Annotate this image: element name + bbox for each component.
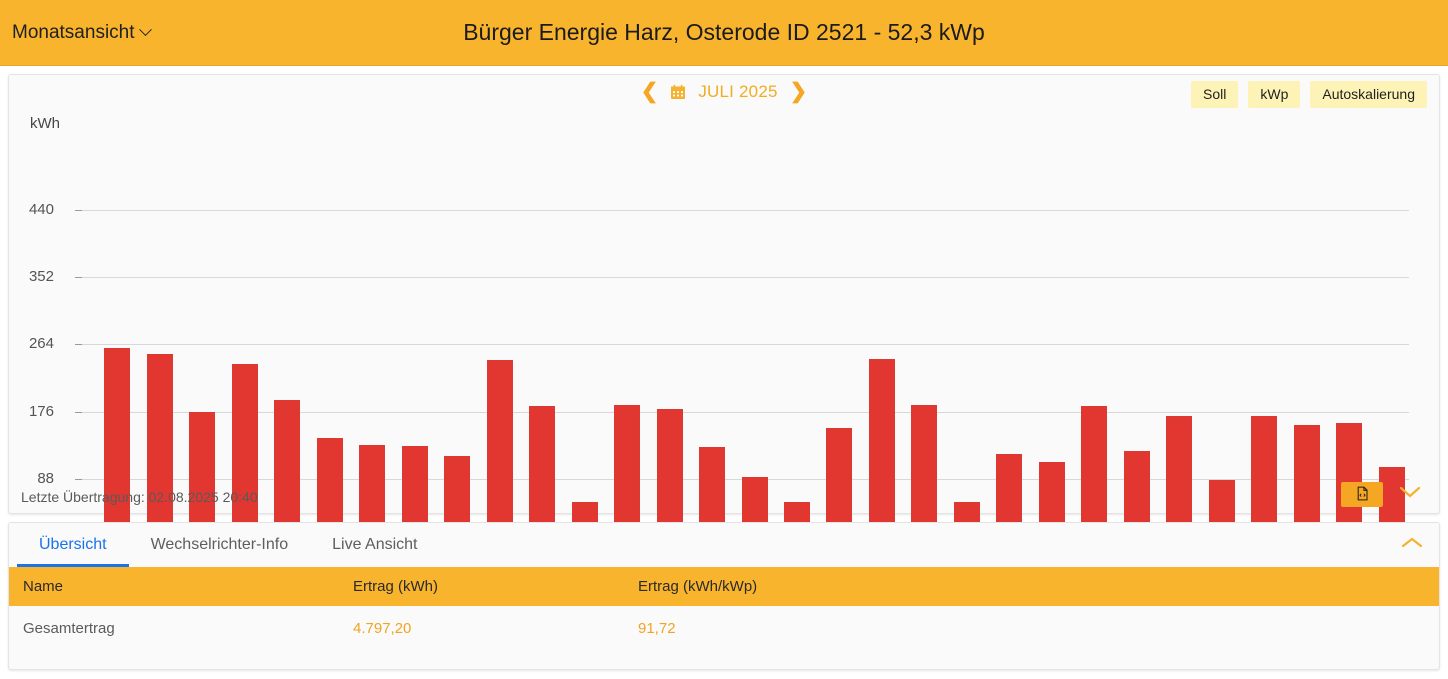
chart-toolbar: Soll kWp Autoskalierung	[1191, 81, 1427, 108]
table-header-row: Name Ertrag (kWh) Ertrag (kWh/kWp)	[9, 567, 1439, 606]
y-axis-tick	[75, 478, 82, 480]
date-navigation: ❮ JULI 2025	[9, 81, 1439, 102]
cell-name: Gesamtertrag	[9, 606, 339, 651]
cell-ertrag-kwh: 4.797,20	[339, 606, 624, 651]
app-header: Monatsansicht Bürger Energie Harz, Oster…	[0, 0, 1448, 66]
last-transfer-label: Letzte Übertragung: 02.08.2025 20:40	[21, 489, 258, 505]
y-axis-tick	[75, 344, 82, 346]
view-selector[interactable]: Monatsansicht	[0, 21, 152, 44]
tab-uebersicht-label: Übersicht	[39, 536, 107, 553]
details-panel: Übersicht Wechselrichter-Info Live Ansic…	[8, 522, 1440, 670]
page-title: Bürger Energie Harz, Osterode ID 2521 - …	[463, 19, 985, 45]
y-axis-tick-label: 440	[28, 201, 54, 218]
overview-table: Name Ertrag (kWh) Ertrag (kWh/kWp) Gesam…	[9, 567, 1439, 651]
bar[interactable]	[486, 360, 513, 546]
table-row[interactable]: Gesamtertrag 4.797,20 91,72	[9, 606, 1439, 651]
y-axis-tick-label: 88	[37, 469, 54, 487]
bar[interactable]	[868, 358, 895, 546]
autoscale-button[interactable]: Autoskalierung	[1310, 81, 1427, 108]
y-axis-tick	[75, 210, 82, 211]
grid-line	[82, 411, 1409, 413]
bar-chart-plot: 0881762643524401234567891011121314151617…	[9, 111, 1439, 599]
column-header-ertrag-kwh-kwp: Ertrag (kWh/kWp)	[624, 567, 1439, 606]
calendar-icon	[670, 84, 686, 100]
tab-wechselrichter-info-label: Wechselrichter-Info	[150, 536, 289, 553]
view-selector-label: Monatsansicht	[12, 21, 135, 43]
export-button[interactable]	[1341, 482, 1383, 507]
grid-line	[82, 344, 1409, 346]
soll-button[interactable]: Soll	[1191, 81, 1239, 108]
bar[interactable]	[146, 354, 173, 546]
tab-live-ansicht-label: Live Ansicht	[332, 536, 418, 553]
tab-live-ansicht[interactable]: Live Ansicht	[310, 523, 439, 567]
bar[interactable]	[104, 348, 131, 546]
grid-line	[82, 277, 1409, 279]
tab-uebersicht[interactable]: Übersicht	[17, 523, 129, 567]
previous-month-button[interactable]: ❮	[640, 80, 659, 103]
y-axis-tick	[75, 411, 82, 413]
column-header-ertrag-kwh: Ertrag (kWh)	[339, 567, 624, 606]
cell-ertrag-kwh-kwp: 91,72	[624, 606, 1439, 651]
y-axis-tick-label: 176	[28, 402, 54, 420]
grid-line	[82, 210, 1409, 211]
bar[interactable]	[231, 364, 258, 546]
y-axis-tick-label: 264	[28, 335, 54, 353]
collapse-panel-chevron-up-icon[interactable]	[1401, 536, 1423, 555]
next-month-button[interactable]: ❯	[789, 80, 808, 103]
y-axis-tick-label: 352	[28, 268, 54, 286]
file-code-icon	[1355, 486, 1370, 504]
tab-wechselrichter-info[interactable]: Wechselrichter-Info	[129, 523, 311, 567]
expand-chart-chevron-down-icon[interactable]	[1399, 485, 1421, 504]
y-axis-tick	[75, 277, 82, 279]
kwp-button[interactable]: kWp	[1248, 81, 1301, 108]
bar[interactable]	[274, 400, 301, 546]
chart-header: ❮ JULI 2025	[9, 75, 1439, 111]
y-axis-unit-label: kWh	[30, 115, 60, 132]
column-header-name: Name	[9, 567, 339, 606]
current-period-label[interactable]: JULI 2025	[698, 81, 778, 101]
tab-bar: Übersicht Wechselrichter-Info Live Ansic…	[9, 523, 1439, 567]
chevron-down-icon	[138, 23, 152, 37]
chart-panel: ❮ JULI 2025	[8, 74, 1440, 599]
